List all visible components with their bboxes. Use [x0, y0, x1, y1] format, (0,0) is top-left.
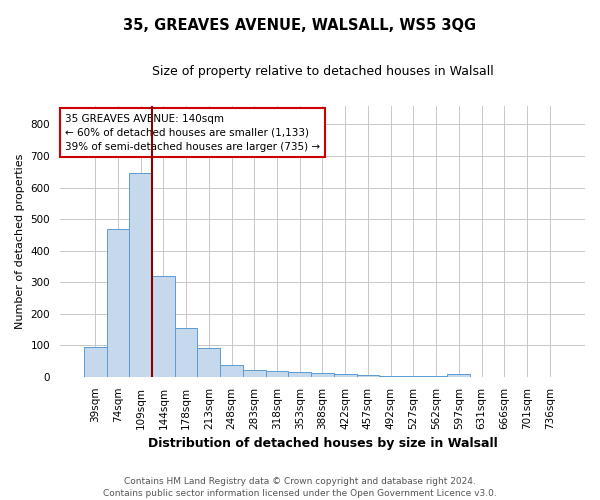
Bar: [129, 174, 152, 377]
Bar: [289, 372, 311, 377]
Bar: [175, 328, 197, 377]
Bar: [243, 370, 266, 377]
Bar: [152, 276, 175, 377]
Bar: [379, 376, 402, 377]
Bar: [448, 374, 470, 377]
Y-axis label: Number of detached properties: Number of detached properties: [15, 154, 25, 329]
Bar: [356, 375, 379, 377]
Bar: [402, 376, 425, 377]
Title: Size of property relative to detached houses in Walsall: Size of property relative to detached ho…: [152, 65, 493, 78]
Text: 35, GREAVES AVENUE, WALSALL, WS5 3QG: 35, GREAVES AVENUE, WALSALL, WS5 3QG: [124, 18, 476, 32]
Bar: [197, 348, 220, 377]
X-axis label: Distribution of detached houses by size in Walsall: Distribution of detached houses by size …: [148, 437, 497, 450]
Bar: [311, 373, 334, 377]
Bar: [84, 347, 107, 377]
Bar: [266, 370, 289, 377]
Text: 35 GREAVES AVENUE: 140sqm
← 60% of detached houses are smaller (1,133)
39% of se: 35 GREAVES AVENUE: 140sqm ← 60% of detac…: [65, 114, 320, 152]
Bar: [425, 376, 448, 377]
Text: Contains HM Land Registry data © Crown copyright and database right 2024.
Contai: Contains HM Land Registry data © Crown c…: [103, 476, 497, 498]
Bar: [334, 374, 356, 377]
Bar: [107, 228, 129, 377]
Bar: [220, 365, 243, 377]
